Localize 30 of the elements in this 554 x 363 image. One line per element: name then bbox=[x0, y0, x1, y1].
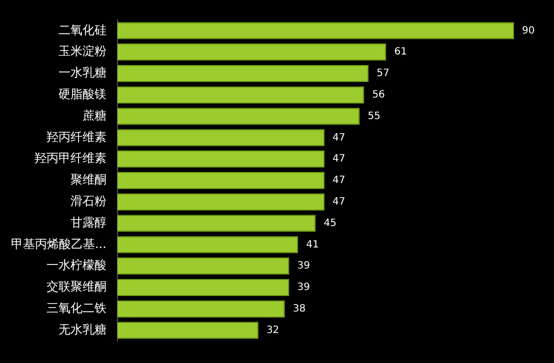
y-tick-label: 甲基丙烯酸乙基... bbox=[10, 236, 106, 251]
data-label: 47 bbox=[332, 175, 346, 186]
y-tick-label: 羟丙甲纤维素 bbox=[34, 151, 106, 166]
y-tick-label: 甘露醇 bbox=[70, 215, 106, 230]
data-label: 41 bbox=[306, 239, 319, 250]
y-tick-label: 聚维酮 bbox=[70, 172, 106, 187]
data-label: 39 bbox=[297, 260, 310, 272]
y-tick-label: 交联聚维酮 bbox=[46, 280, 106, 294]
data-label: 32 bbox=[266, 324, 280, 336]
y-tick-label: 无水乳糖 bbox=[58, 322, 106, 336]
y-tick-label: 蔗糖 bbox=[82, 108, 106, 122]
data-label: 90 bbox=[522, 25, 535, 36]
y-tick-label: 二氧化硅 bbox=[58, 22, 106, 37]
data-label: 61 bbox=[394, 46, 407, 58]
y-tick-label: 羟丙纤维素 bbox=[46, 130, 106, 144]
y-tick-label: 硬脂酸镁 bbox=[58, 87, 106, 102]
data-label: 47 bbox=[332, 132, 346, 144]
data-label: 47 bbox=[332, 154, 346, 165]
y-tick-label: 三氧化二铁 bbox=[46, 301, 106, 316]
y-tick-label: 一水柠檬酸 bbox=[46, 258, 106, 272]
data-label: 56 bbox=[372, 89, 385, 100]
data-label: 45 bbox=[324, 218, 336, 229]
data-label: 39 bbox=[297, 282, 310, 294]
data-label: 55 bbox=[368, 110, 381, 122]
y-tick-label: 一水乳糖 bbox=[58, 66, 106, 80]
y-tick-label: 滑石粉 bbox=[70, 194, 106, 208]
data-label: 38 bbox=[292, 303, 306, 314]
data-label: 57 bbox=[376, 68, 390, 80]
y-tick-label: 玉米淀粉 bbox=[58, 44, 106, 58]
data-label: 47 bbox=[332, 196, 346, 208]
